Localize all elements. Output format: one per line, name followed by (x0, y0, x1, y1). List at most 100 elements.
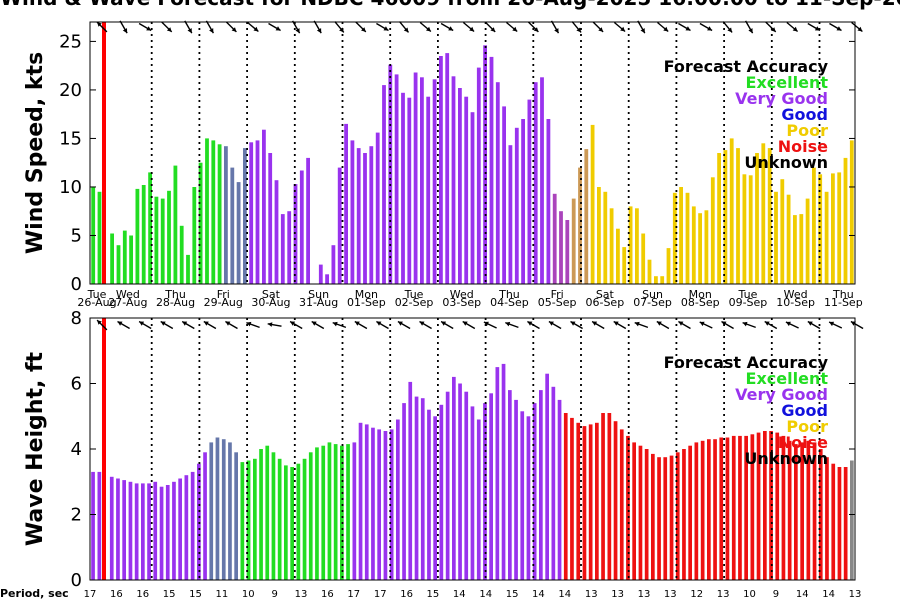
day-name: Sat (596, 288, 615, 301)
wind-bar (129, 235, 133, 284)
y-tick-label: 10 (59, 177, 82, 198)
wave-bar (340, 445, 344, 580)
day-date: 27-Aug (108, 296, 147, 309)
wind-bar (407, 97, 412, 284)
wave-bar (97, 471, 102, 580)
direction-arrow (829, 22, 842, 32)
period-label: Period, sec (0, 587, 69, 600)
wind-bar (774, 191, 778, 284)
wave-bar (445, 391, 450, 580)
direction-arrow (484, 21, 496, 33)
direction-arrow (613, 320, 627, 330)
wave-ylabel: Wave Height, ft (23, 351, 48, 546)
wind-bar (609, 208, 614, 284)
arrow-head (483, 321, 489, 327)
day-date: 30-Aug (251, 296, 290, 309)
direction-arrow (722, 21, 733, 33)
wind-bar (401, 92, 405, 284)
wind-bar (786, 194, 791, 284)
wave-bar (595, 422, 599, 580)
wind-bar (837, 172, 842, 284)
direction-arrow (571, 21, 582, 33)
wave-bar (458, 383, 462, 580)
direction-arrow (138, 22, 152, 32)
wind-bar (344, 123, 348, 285)
arrow-head (354, 321, 360, 326)
day-name: Wed (784, 288, 808, 301)
direction-arrow (786, 21, 799, 33)
direction-arrow (247, 21, 259, 33)
arrow-head (576, 27, 582, 33)
wave-bar (190, 471, 195, 580)
wave-bar (495, 367, 500, 580)
wind-bar (198, 162, 203, 284)
day-name: Mon (355, 288, 378, 301)
wave-bar (221, 439, 226, 580)
wave-bar (514, 399, 518, 580)
wind-bar (249, 142, 254, 284)
wind-bar (780, 179, 785, 284)
arrow-head (785, 321, 791, 327)
day-date: 28-Aug (156, 296, 195, 309)
direction-arrow (462, 21, 475, 33)
arrow-head (512, 26, 518, 32)
day-name: Tue (738, 288, 758, 301)
direction-arrow (851, 21, 863, 33)
wave-bar (707, 439, 711, 580)
wave-bar (184, 475, 189, 580)
wave-bar (713, 439, 717, 580)
wave-bar (259, 449, 263, 580)
arrow-head (462, 321, 468, 326)
wave-bar (476, 419, 481, 580)
wave-bar (483, 403, 487, 580)
legend-title: Forecast Accuracy (664, 57, 829, 76)
wave-bar (396, 419, 400, 580)
period-value: 14 (453, 589, 466, 600)
wave-bar (296, 463, 301, 580)
direction-arrow (355, 21, 367, 33)
period-value: 13 (638, 589, 651, 600)
arrow-head (209, 28, 214, 34)
direction-arrow (311, 320, 325, 330)
wave-bar (694, 442, 699, 580)
period-value: 13 (295, 589, 308, 600)
direction-arrow (440, 22, 454, 32)
wave-bar (277, 458, 282, 580)
wind-bar (805, 198, 810, 284)
direction-arrow (506, 21, 518, 33)
direction-arrow (246, 321, 260, 329)
wind-bar (306, 157, 310, 284)
arrow-head (441, 321, 447, 326)
wind-bar (818, 174, 823, 284)
arrow-head (203, 321, 209, 326)
y-tick-label: 8 (71, 308, 82, 329)
arrow-head (770, 27, 776, 32)
arrow-head (403, 27, 409, 33)
wave-bar (464, 391, 469, 580)
day-date: 08-Sep (681, 296, 720, 309)
wave-bar (632, 442, 636, 580)
wave-bar (265, 445, 270, 580)
wind-bar (458, 88, 462, 284)
wave-bar (420, 398, 425, 580)
arrow-head (182, 321, 188, 326)
wave-bar (427, 409, 431, 580)
wind-bar (495, 82, 500, 284)
wave-bar (688, 445, 692, 580)
direction-arrow (483, 321, 497, 329)
legend-item: Unknown (744, 153, 828, 172)
direction-arrow (181, 320, 195, 330)
wind-bar (382, 85, 386, 284)
wind-bar (167, 190, 171, 284)
wind-bar (350, 140, 355, 284)
wind-bar (736, 148, 740, 284)
wave-bar (470, 406, 475, 580)
arrow-head (419, 321, 425, 326)
period-value: 15 (427, 589, 440, 600)
wind-bar (597, 187, 601, 284)
wave-bar (763, 431, 767, 580)
wind-bar (432, 79, 437, 284)
direction-arrow (656, 320, 670, 330)
direction-arrow (807, 320, 821, 330)
legend-title: Forecast Accuracy (664, 353, 829, 372)
